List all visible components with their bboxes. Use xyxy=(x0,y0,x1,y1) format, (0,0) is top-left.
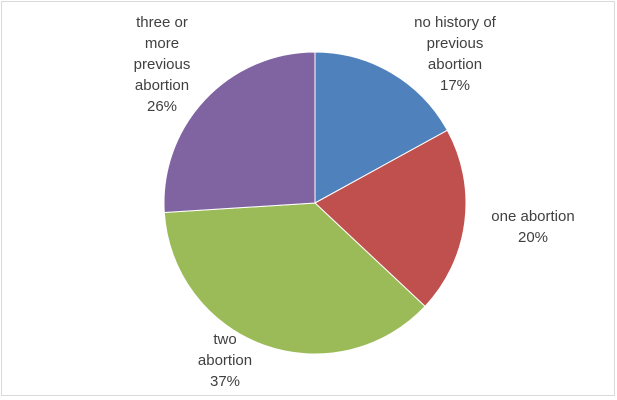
pie-slice-1 xyxy=(314,129,467,308)
slice-label-line: abortion xyxy=(135,77,189,94)
pie-slices xyxy=(163,51,467,355)
slice-label-line: previous xyxy=(134,56,191,73)
pie-labels: no history of previous abortion 17% one abor… xyxy=(134,14,575,390)
slice-label-2: two abortion 37% xyxy=(198,331,252,390)
pie-slice-2 xyxy=(163,202,426,355)
pie-slice-3 xyxy=(163,51,316,214)
slice-label-1: one abortion 20% xyxy=(491,208,574,246)
slice-label-3: three or more previous abortion 26% xyxy=(134,14,191,115)
slice-label-line: three or xyxy=(136,14,188,31)
slice-percent-1: 20% xyxy=(518,229,548,246)
slice-percent-0: 17% xyxy=(440,77,470,94)
slice-label-line: one abortion xyxy=(491,208,574,225)
pie-slice-0 xyxy=(314,51,448,204)
slice-percent-2: 37% xyxy=(210,373,240,390)
slice-label-0: no history of previous abortion 17% xyxy=(414,14,497,94)
slice-label-line: two xyxy=(213,331,236,348)
slice-label-line: previous xyxy=(427,35,484,52)
slice-label-line: no history of xyxy=(414,14,497,31)
slice-label-line: abortion xyxy=(198,352,252,369)
slice-percent-3: 26% xyxy=(147,98,177,115)
slice-label-line: abortion xyxy=(428,56,482,73)
slice-label-line: more xyxy=(145,35,179,52)
